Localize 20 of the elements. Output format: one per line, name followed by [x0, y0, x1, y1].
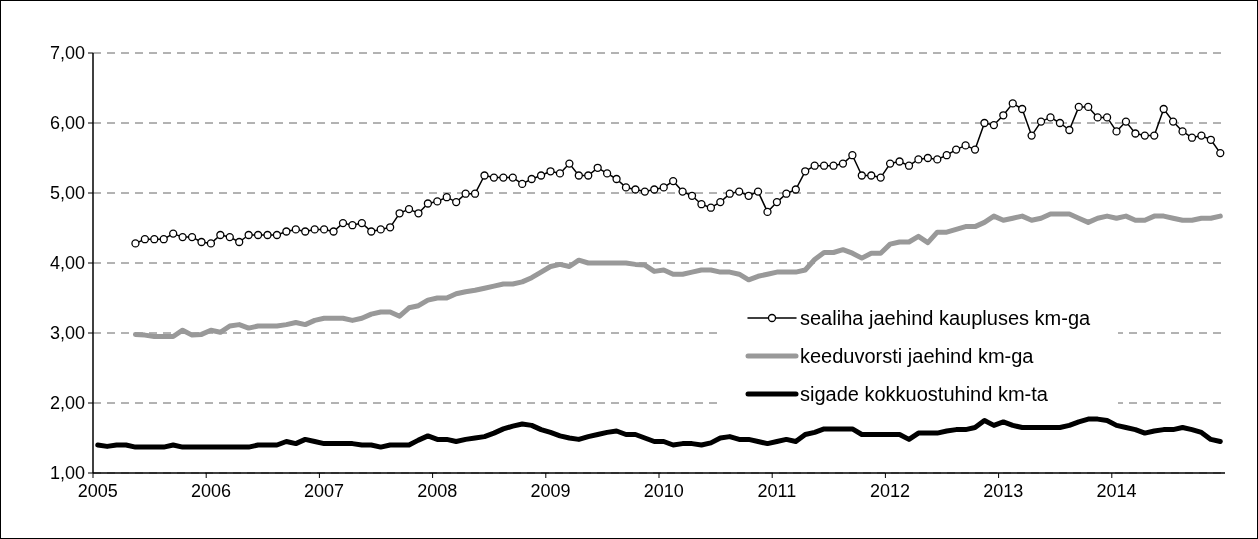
y-tick-label: 5,00: [49, 183, 85, 204]
y-tick-label: 4,00: [49, 253, 85, 274]
y-tick-label: 6,00: [49, 113, 85, 134]
x-tick-label: 2006: [190, 481, 231, 501]
x-tick-label: 2008: [417, 481, 458, 501]
y-tick-label: 2,00: [49, 393, 85, 414]
x-tick-label: 2013: [983, 481, 1024, 501]
x-tick-label: 2012: [870, 481, 911, 501]
x-tick-label: 2009: [530, 481, 571, 501]
x-tick-label: 2005: [77, 481, 118, 501]
legend-label: sealiha jaehind kaupluses km-ga: [800, 307, 1092, 329]
x-tick-label: 2014: [1096, 481, 1137, 501]
y-tick-label: 3,00: [49, 323, 85, 344]
x-tick-label: 2011: [757, 481, 797, 501]
x-tick-label: 2007: [304, 481, 345, 501]
legend-label: sigade kokkuostuhind km-ta: [800, 383, 1049, 405]
y-tick-label: 1,00: [49, 463, 85, 484]
y-tick-label: 7,00: [49, 43, 85, 64]
x-tick-label: 2010: [643, 481, 684, 501]
legend-label: keeduvorsti jaehind km-ga: [800, 345, 1035, 367]
